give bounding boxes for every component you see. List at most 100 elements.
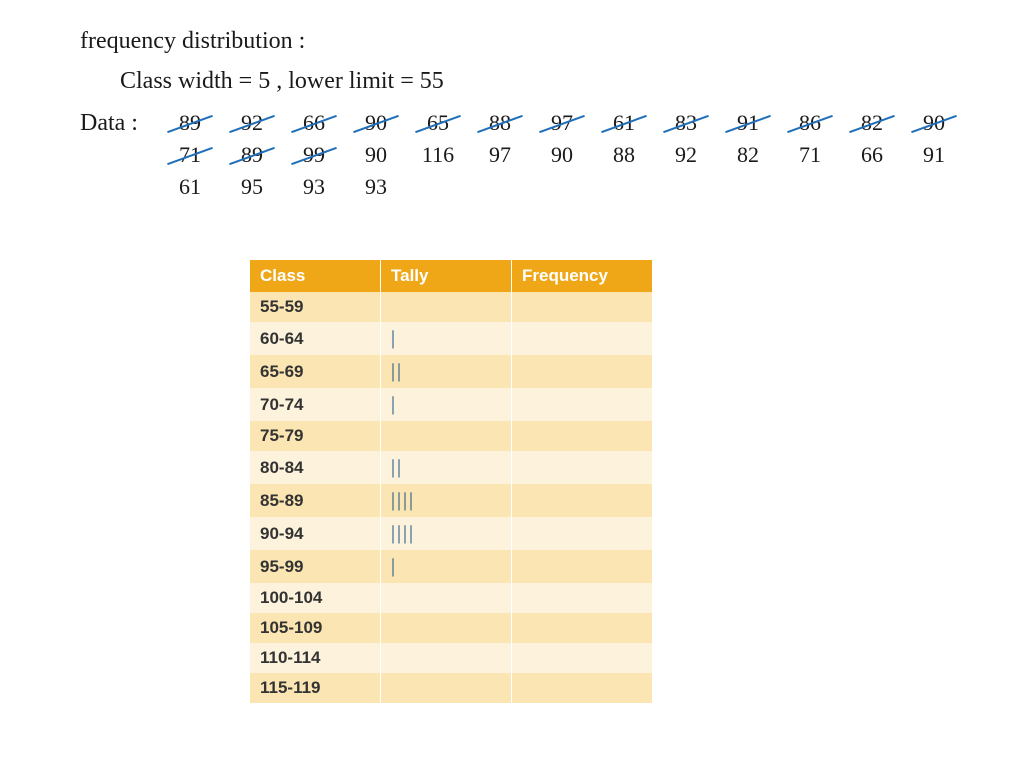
data-row: 71 89 99 90 116 97 90 88 92 82 71 66 91 xyxy=(170,142,954,168)
table-row: 75-79 xyxy=(250,421,653,451)
class-cell: 55-59 xyxy=(250,292,381,322)
class-cell: 95-99 xyxy=(250,550,381,583)
table-header-cell: Class xyxy=(250,260,381,292)
frequency-cell xyxy=(512,517,653,550)
class-cell: 115-119 xyxy=(250,673,381,703)
lower-limit-value: 55 xyxy=(420,68,444,94)
data-value: 91 xyxy=(728,110,768,136)
class-cell: 65-69 xyxy=(250,355,381,388)
tally-cell: |||| xyxy=(381,484,512,517)
data-values-block: 89 92 66 90 65 88 97 61 83 91 86 82 90 71 89 99 90 116 97 9… xyxy=(170,110,954,206)
class-cell: 80-84 xyxy=(250,451,381,484)
data-value: 83 xyxy=(666,110,706,136)
data-value: 93 xyxy=(356,174,396,200)
class-cell: 90-94 xyxy=(250,517,381,550)
frequency-cell xyxy=(512,673,653,703)
table-row: 60-64| xyxy=(250,322,653,355)
data-value: 90 xyxy=(914,110,954,136)
class-cell: 75-79 xyxy=(250,421,381,451)
data-value: 82 xyxy=(728,142,768,168)
lower-limit-label: lower limit = xyxy=(288,68,420,94)
table-row: 90-94|||| xyxy=(250,517,653,550)
data-value: 92 xyxy=(232,110,272,136)
data-label: Data : xyxy=(80,110,138,137)
class-width-value: 5 xyxy=(258,68,270,94)
data-value: 88 xyxy=(604,142,644,168)
data-value: 116 xyxy=(418,142,458,168)
class-cell: 70-74 xyxy=(250,388,381,421)
data-value: 65 xyxy=(418,110,458,136)
data-value: 90 xyxy=(542,142,582,168)
table-header-cell: Tally xyxy=(381,260,512,292)
class-cell: 60-64 xyxy=(250,322,381,355)
table-body: 55-5960-64|65-69||70-74|75-7980-84||85-8… xyxy=(250,292,653,703)
data-value: 82 xyxy=(852,110,892,136)
table-row: 80-84|| xyxy=(250,451,653,484)
data-value: 93 xyxy=(294,174,334,200)
data-value: 71 xyxy=(170,142,210,168)
data-value: 95 xyxy=(232,174,272,200)
tally-cell xyxy=(381,583,512,613)
frequency-cell xyxy=(512,484,653,517)
frequency-cell xyxy=(512,643,653,673)
table-row: 95-99| xyxy=(250,550,653,583)
parameters-line: Class width = 5 , lower limit = 55 xyxy=(120,68,444,95)
tally-cell xyxy=(381,673,512,703)
class-cell: 110-114 xyxy=(250,643,381,673)
tally-cell: || xyxy=(381,355,512,388)
data-value: 92 xyxy=(666,142,706,168)
table-header-cell: Frequency xyxy=(512,260,653,292)
param-separator: , xyxy=(276,68,288,94)
frequency-cell xyxy=(512,388,653,421)
data-value: 99 xyxy=(294,142,334,168)
tally-cell xyxy=(381,643,512,673)
tally-cell xyxy=(381,613,512,643)
table-row: 65-69|| xyxy=(250,355,653,388)
tally-cell: || xyxy=(381,451,512,484)
data-value: 89 xyxy=(170,110,210,136)
frequency-cell xyxy=(512,583,653,613)
data-row: 89 92 66 90 65 88 97 61 83 91 86 82 90 xyxy=(170,110,954,136)
table-row: 105-109 xyxy=(250,613,653,643)
data-value: 86 xyxy=(790,110,830,136)
class-cell: 100-104 xyxy=(250,583,381,613)
tally-cell: | xyxy=(381,388,512,421)
frequency-cell xyxy=(512,613,653,643)
frequency-cell xyxy=(512,451,653,484)
frequency-cell xyxy=(512,322,653,355)
data-value: 61 xyxy=(604,110,644,136)
data-row: 61 95 93 93 xyxy=(170,174,954,200)
data-value: 97 xyxy=(542,110,582,136)
tally-cell: | xyxy=(381,550,512,583)
frequency-table: ClassTallyFrequency 55-5960-64|65-69||70… xyxy=(250,260,653,703)
data-value: 66 xyxy=(852,142,892,168)
tally-cell xyxy=(381,292,512,322)
tally-cell: | xyxy=(381,322,512,355)
data-value: 88 xyxy=(480,110,520,136)
table-row: 85-89|||| xyxy=(250,484,653,517)
data-value: 91 xyxy=(914,142,954,168)
class-width-label: Class width = xyxy=(120,68,258,94)
frequency-cell xyxy=(512,355,653,388)
table-row: 110-114 xyxy=(250,643,653,673)
page-title: frequency distribution : xyxy=(80,28,305,55)
data-value: 90 xyxy=(356,110,396,136)
frequency-cell xyxy=(512,292,653,322)
table-row: 70-74| xyxy=(250,388,653,421)
data-value: 71 xyxy=(790,142,830,168)
table-row: 115-119 xyxy=(250,673,653,703)
table-row: 55-59 xyxy=(250,292,653,322)
tally-cell: |||| xyxy=(381,517,512,550)
data-value: 61 xyxy=(170,174,210,200)
table-row: 100-104 xyxy=(250,583,653,613)
table-header-row: ClassTallyFrequency xyxy=(250,260,653,292)
tally-cell xyxy=(381,421,512,451)
data-value: 90 xyxy=(356,142,396,168)
data-value: 89 xyxy=(232,142,272,168)
frequency-cell xyxy=(512,421,653,451)
data-value: 97 xyxy=(480,142,520,168)
frequency-cell xyxy=(512,550,653,583)
class-cell: 85-89 xyxy=(250,484,381,517)
data-value: 66 xyxy=(294,110,334,136)
class-cell: 105-109 xyxy=(250,613,381,643)
